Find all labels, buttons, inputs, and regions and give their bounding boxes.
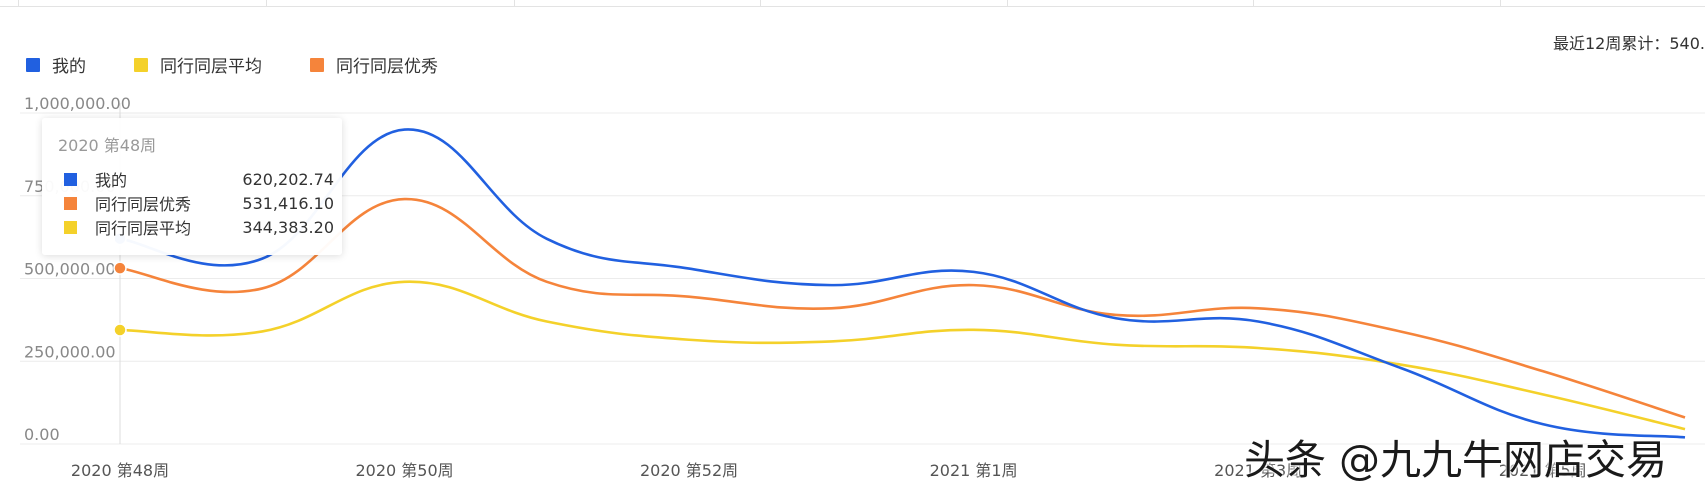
series-line <box>119 197 1686 419</box>
tooltip-row: 同行同层平均 344,383.20 <box>64 216 334 238</box>
watermark: 头条 @九九牛网店交易 <box>1244 436 1668 484</box>
strip-divider <box>18 0 19 6</box>
x-tick-label: 2020 第48周 <box>71 461 169 480</box>
tooltip-series-name: 同行同层平均 <box>95 219 192 238</box>
legend-item-peer-excellent[interactable]: 同行同层优秀 <box>310 52 438 77</box>
strip-divider <box>514 0 515 6</box>
tooltip-series-value: 344,383.20 <box>242 217 334 237</box>
x-tick-label: 2021 第5周 <box>1499 461 1587 480</box>
data-point <box>113 261 127 275</box>
legend-item-mine[interactable]: 我的 <box>26 52 86 77</box>
tooltip-series-name: 我的 <box>95 171 128 190</box>
tooltip-swatch <box>64 172 77 186</box>
strip-divider <box>760 0 761 6</box>
strip-divider <box>1007 0 1008 6</box>
tooltip-series-name: 同行同层优秀 <box>95 195 192 214</box>
legend-label: 同行同层优秀 <box>336 57 438 77</box>
y-tick-label: 250,000.00 <box>24 342 116 361</box>
x-tick-label: 2020 第50周 <box>355 461 453 480</box>
strip-divider <box>1253 0 1254 6</box>
data-point <box>113 323 127 337</box>
y-tick-label: 500,000.00 <box>24 260 116 279</box>
legend-item-peer-average[interactable]: 同行同层平均 <box>134 52 262 77</box>
cumulative-summary: 最近12周累计：540. <box>1553 34 1705 53</box>
y-tick-label: 1,000,000.00 <box>24 94 131 113</box>
legend-label: 我的 <box>52 57 86 77</box>
tooltip-row: 同行同层优秀 531,416.10 <box>64 192 334 214</box>
tooltip-swatch <box>64 220 77 234</box>
tooltip-swatch <box>64 196 77 210</box>
legend-swatch <box>134 57 148 72</box>
tooltip-series-value: 620,202.74 <box>242 169 334 189</box>
legend-swatch <box>26 57 40 72</box>
tooltip-row: 我的 620,202.74 <box>64 168 334 190</box>
chart-legend: 我的 同行同层平均 同行同层优秀 <box>26 52 486 77</box>
strip-divider <box>266 0 267 6</box>
series-line <box>119 128 1686 439</box>
top-strip <box>0 0 1705 7</box>
y-tick-label: 0.00 <box>24 425 60 444</box>
tooltip-title: 2020 第48周 <box>58 136 157 155</box>
x-tick-label: 2021 第1周 <box>930 461 1018 480</box>
x-tick-label: 2021 第3周 <box>1214 461 1302 480</box>
x-tick-label: 2020 第52周 <box>640 461 738 480</box>
chart-tooltip: 2020 第48周 我的 620,202.74 同行同层优秀 531,416.1… <box>42 118 342 255</box>
strip-divider <box>1500 0 1501 6</box>
legend-label: 同行同层平均 <box>160 57 262 77</box>
series-line <box>119 280 1686 431</box>
legend-swatch <box>310 57 324 72</box>
tooltip-series-value: 531,416.10 <box>242 193 334 213</box>
